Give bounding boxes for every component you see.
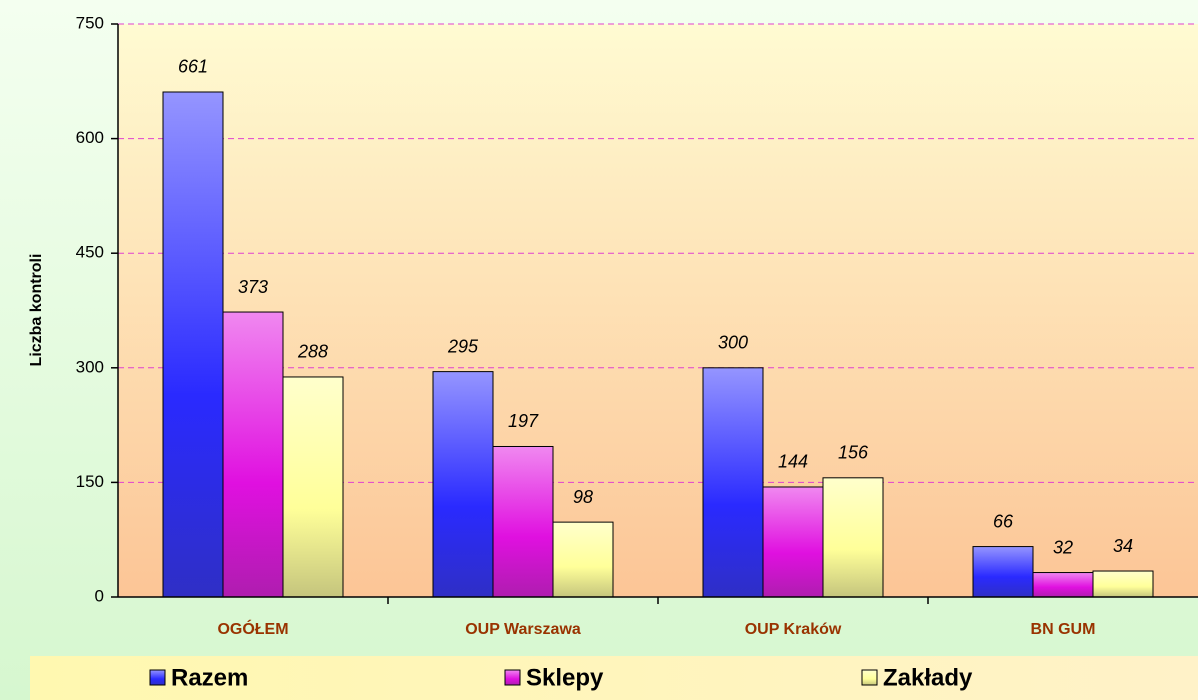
x-tick-label: OUP Warszawa xyxy=(465,621,581,638)
value-label: 32 xyxy=(1053,537,1073,557)
legend-box xyxy=(30,656,1198,700)
bar xyxy=(702,367,764,598)
bar xyxy=(1092,570,1154,598)
y-tick-label: 600 xyxy=(76,128,104,147)
y-tick-label: 150 xyxy=(76,472,104,491)
x-tick-label: BN GUM xyxy=(1031,621,1096,638)
bar xyxy=(492,445,554,598)
bar xyxy=(822,477,884,598)
value-label: 295 xyxy=(447,336,479,356)
value-label: 66 xyxy=(993,511,1014,531)
bar xyxy=(972,546,1034,598)
value-label: 98 xyxy=(573,487,593,507)
value-label: 156 xyxy=(838,443,869,463)
y-tick-label: 450 xyxy=(76,243,104,262)
x-tick-label: OUP Kraków xyxy=(745,621,842,638)
legend-swatch xyxy=(504,669,521,686)
bar xyxy=(552,521,614,598)
legend-swatch xyxy=(861,669,878,686)
value-label: 288 xyxy=(297,342,328,362)
bar xyxy=(222,311,284,598)
bar xyxy=(432,371,494,598)
value-label: 144 xyxy=(778,452,808,472)
value-label: 34 xyxy=(1113,536,1133,556)
y-tick-label: 750 xyxy=(76,13,104,32)
legend-swatch xyxy=(149,669,166,686)
value-label: 373 xyxy=(238,277,268,297)
y-tick-label: 300 xyxy=(76,357,104,376)
value-label: 300 xyxy=(718,333,748,353)
value-label: 197 xyxy=(508,411,539,431)
legend-label: Sklepy xyxy=(526,664,604,691)
bar xyxy=(162,91,224,598)
y-tick-label: 0 xyxy=(95,586,104,605)
bar xyxy=(1032,572,1094,598)
legend-label: Razem xyxy=(171,664,248,691)
bar xyxy=(762,486,824,598)
value-label: 661 xyxy=(178,57,208,77)
x-tick-label: OGÓŁEM xyxy=(217,619,288,638)
y-axis-label: Liczba kontroli xyxy=(28,254,45,367)
bar xyxy=(282,376,344,598)
legend-label: Zakłady xyxy=(883,664,973,691)
